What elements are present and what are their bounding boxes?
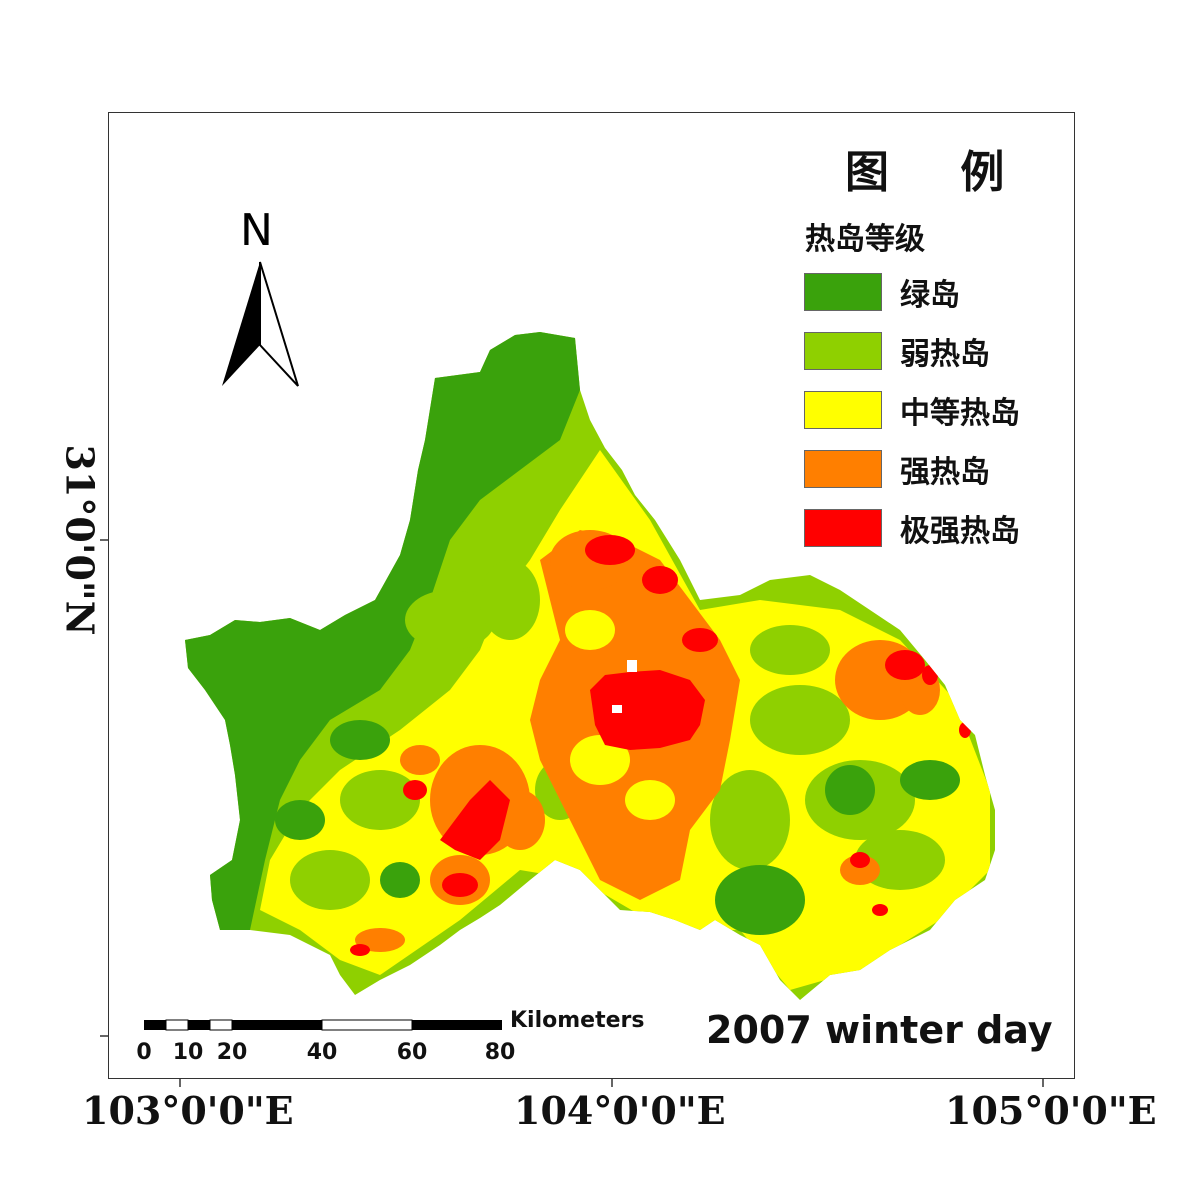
legend-item-extreme-heat-island: 极强热岛: [804, 508, 1020, 549]
legend-swatch: [804, 332, 882, 370]
legend-label: 弱热岛: [900, 337, 990, 372]
legend-item-weak-heat-island: 弱热岛: [804, 331, 990, 372]
longitude-label: 105°0'0"E: [945, 1088, 1157, 1133]
scale-tick-label: 0: [136, 1040, 152, 1065]
map-caption: 2007 winter day: [706, 1008, 1053, 1052]
north-arrow-icon: [222, 261, 299, 387]
legend-swatch: [804, 450, 882, 488]
legend-item-green-island: 绿岛: [804, 272, 960, 313]
scale-tick-label: 60: [396, 1040, 428, 1065]
legend-swatch: [804, 273, 882, 311]
scale-tick-label: 10: [172, 1040, 204, 1065]
legend-label: 强热岛: [900, 455, 990, 490]
north-label: N: [240, 205, 273, 256]
legend-label: 中等热岛: [900, 396, 1020, 431]
legend-subtitle: 热岛等级: [805, 222, 925, 257]
legend-label: 绿岛: [900, 278, 960, 313]
latitude-label: 31°0'0"N: [57, 444, 103, 636]
legend-swatch: [804, 391, 882, 429]
legend-swatch: [804, 509, 882, 547]
legend-item-strong-heat-island: 强热岛: [804, 449, 990, 490]
longitude-label: 103°0'0"E: [82, 1088, 294, 1133]
scale-unit-label: Kilometers: [510, 1008, 645, 1033]
longitude-label: 104°0'0"E: [514, 1088, 726, 1133]
scale-tick-label: 80: [484, 1040, 516, 1065]
scale-bar: [144, 1019, 502, 1031]
legend-label: 极强热岛: [900, 514, 1020, 549]
scale-tick-label: 20: [216, 1040, 248, 1065]
scale-tick-label: 40: [306, 1040, 338, 1065]
legend-title: 图 例: [845, 147, 1033, 198]
legend-item-medium-heat-island: 中等热岛: [804, 390, 1020, 431]
